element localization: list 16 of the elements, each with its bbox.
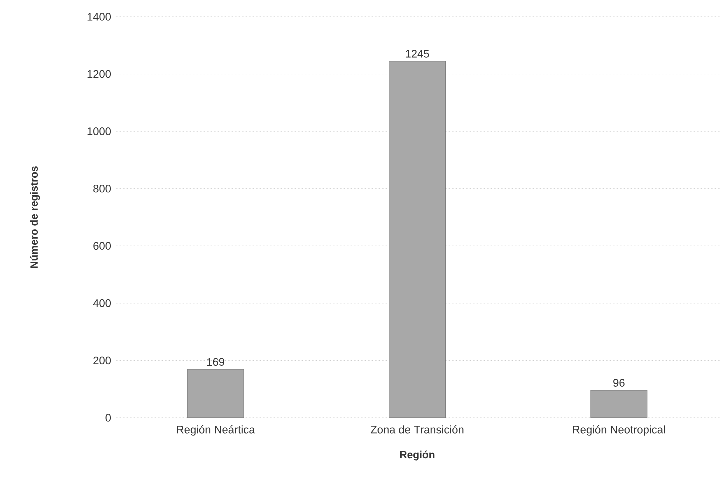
y-tick-label: 1200 [88, 70, 112, 78]
y-tick-label: 400 [93, 300, 112, 308]
y-axis-title: Número de registros [30, 166, 40, 268]
data-label: 96 [614, 379, 625, 387]
y-tick-label: 0 [106, 414, 112, 422]
x-tick-label: Región Neártica [177, 426, 256, 436]
y-tick-label: 200 [94, 356, 112, 365]
data-label: 1245 [406, 50, 430, 58]
y-tick-label: 800 [94, 184, 112, 193]
x-axis-title: Región [400, 450, 435, 461]
data-label: 169 [207, 358, 224, 366]
y-tick-label: 1000 [88, 128, 112, 136]
x-tick-label: Zona de Transición [370, 426, 464, 434]
x-tick-label: Región Neotropical [573, 426, 666, 436]
y-tick-label: 600 [94, 242, 112, 250]
y-tick-label: 1400 [88, 13, 112, 21]
